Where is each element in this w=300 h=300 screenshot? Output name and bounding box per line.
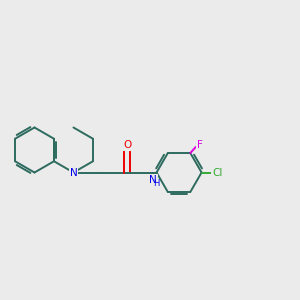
Text: N: N xyxy=(149,175,157,185)
Text: H: H xyxy=(153,179,160,188)
Text: N: N xyxy=(70,167,77,178)
Text: F: F xyxy=(197,140,203,150)
Text: O: O xyxy=(123,140,132,150)
Text: Cl: Cl xyxy=(212,167,222,178)
